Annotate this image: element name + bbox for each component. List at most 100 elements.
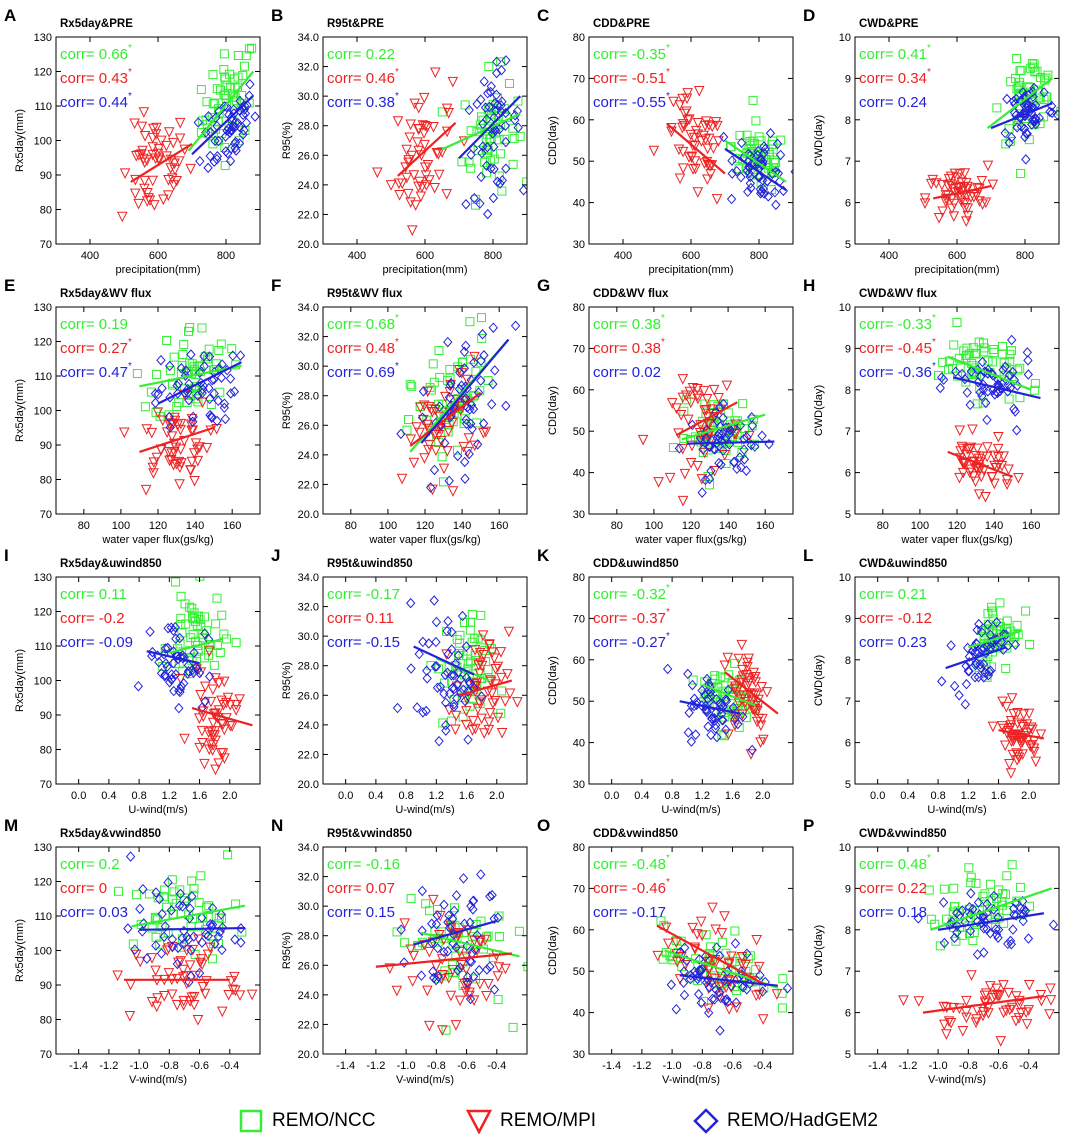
data-point-triangle xyxy=(462,446,474,458)
data-point-triangle xyxy=(422,122,433,133)
data-point-diamond xyxy=(166,622,176,633)
data-point-diamond xyxy=(439,899,449,911)
data-point-triangle xyxy=(119,168,131,180)
data-point-diamond xyxy=(406,597,416,609)
data-point-square xyxy=(233,72,243,82)
y-tick-label: 20.0 xyxy=(298,509,319,521)
data-point-diamond xyxy=(125,851,136,862)
data-point-triangle xyxy=(216,1006,228,1018)
data-point-diamond xyxy=(1003,379,1014,391)
x-tick-label: 600 xyxy=(149,250,167,262)
y-tick-label: 30 xyxy=(573,239,585,251)
data-point-triangle xyxy=(957,1026,969,1037)
data-point-diamond xyxy=(500,120,511,132)
data-point-square xyxy=(449,903,459,913)
data-point-square xyxy=(219,629,229,639)
data-point-diamond xyxy=(736,137,747,149)
panel-letter: N xyxy=(271,816,283,835)
data-point-triangle xyxy=(175,424,186,436)
y-tick-label: 32.0 xyxy=(298,872,319,884)
data-point-diamond xyxy=(1003,640,1013,651)
panel-letter: D xyxy=(803,6,815,25)
x-tick-label: 120 xyxy=(149,520,167,532)
data-point-diamond xyxy=(163,642,173,654)
data-point-diamond xyxy=(199,350,209,362)
data-point-triangle xyxy=(692,117,704,129)
data-point-triangle xyxy=(213,758,224,769)
data-point-triangle xyxy=(1027,724,1038,736)
data-point-diamond xyxy=(742,948,752,959)
data-point-square xyxy=(1001,663,1011,673)
data-point-diamond xyxy=(170,621,180,633)
x-tick-label: 140 xyxy=(453,520,471,532)
y-tick-label: 6 xyxy=(845,198,851,210)
data-point-diamond xyxy=(151,887,161,898)
data-point-diamond xyxy=(711,984,721,996)
data-point-triangle xyxy=(203,744,215,756)
corr-label: corr= 0.69* xyxy=(327,361,399,381)
data-point-triangle xyxy=(204,646,215,658)
data-point-triangle xyxy=(125,979,136,991)
data-point-diamond xyxy=(210,938,220,950)
data-point-triangle xyxy=(925,178,937,190)
x-tick-label: -1.2 xyxy=(366,1060,385,1072)
corr-label: corr= 0.23 xyxy=(859,634,927,651)
data-point-square xyxy=(220,91,230,101)
legend: REMO/NCC REMO/MPI REMO/HadGEM2 xyxy=(0,1100,1072,1140)
data-point-triangle xyxy=(687,922,698,934)
corr-label: corr= -0.55* xyxy=(593,91,670,111)
data-point-square xyxy=(201,115,211,125)
data-point-diamond xyxy=(472,439,483,450)
panel-title: Rx5day&uwind850 xyxy=(60,558,162,570)
data-point-square xyxy=(132,890,142,900)
y-axis-label: CDD(day) xyxy=(547,386,559,435)
data-point-diamond xyxy=(722,994,732,1005)
data-point-triangle xyxy=(246,989,258,1001)
y-tick-label: 80 xyxy=(573,32,585,44)
data-point-triangle xyxy=(489,696,501,707)
data-point-square xyxy=(952,318,962,328)
data-point-square xyxy=(465,625,475,635)
data-point-diamond xyxy=(1023,933,1034,944)
data-point-triangle xyxy=(207,745,218,756)
data-point-diamond xyxy=(157,382,167,394)
data-point-diamond xyxy=(209,388,219,399)
data-point-diamond xyxy=(464,448,474,460)
data-point-diamond xyxy=(150,397,161,409)
data-point-diamond xyxy=(716,459,726,470)
y-tick-label: 80 xyxy=(573,302,585,314)
data-point-triangle xyxy=(995,1036,1007,1047)
data-point-triangle xyxy=(971,1014,982,1025)
data-point-triangle xyxy=(459,978,470,990)
data-point-diamond xyxy=(698,444,708,455)
data-point-diamond xyxy=(961,660,971,672)
y-tick-label: 22.0 xyxy=(298,209,319,221)
x-tick-label: 800 xyxy=(750,250,768,262)
data-point-diamond xyxy=(453,650,464,661)
x-tick-label: 160 xyxy=(1022,520,1040,532)
data-point-diamond xyxy=(753,145,763,157)
data-point-square xyxy=(967,370,977,380)
data-point-triangle xyxy=(192,455,204,467)
data-point-triangle xyxy=(701,393,713,405)
data-point-diamond xyxy=(760,143,770,155)
y-tick-label: 90 xyxy=(40,710,52,722)
data-point-diamond xyxy=(236,937,246,948)
data-point-square xyxy=(495,149,505,159)
data-point-triangle xyxy=(406,225,418,236)
data-point-triangle xyxy=(716,928,728,939)
data-point-diamond xyxy=(493,99,503,111)
data-point-triangle xyxy=(502,669,513,680)
y-tick-label: 26.0 xyxy=(298,960,319,972)
data-point-triangle xyxy=(736,639,748,651)
data-point-diamond xyxy=(177,932,188,944)
data-point-triangle xyxy=(404,132,416,144)
x-tick-label: 2.0 xyxy=(1021,790,1036,802)
data-point-triangle xyxy=(195,954,207,965)
y-tick-label: 10 xyxy=(839,572,851,584)
data-point-triangle xyxy=(422,386,434,398)
data-point-triangle xyxy=(161,151,172,163)
data-point-triangle xyxy=(169,164,181,176)
data-point-diamond xyxy=(716,708,727,720)
